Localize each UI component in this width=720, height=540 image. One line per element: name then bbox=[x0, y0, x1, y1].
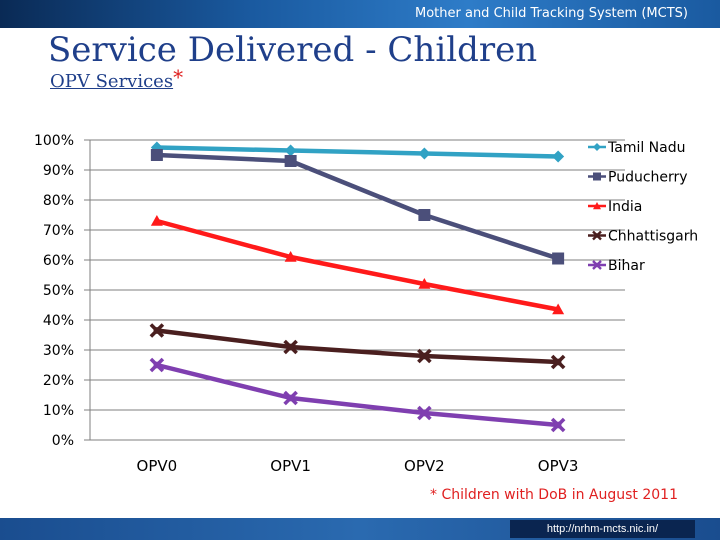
subtitle-footnote-mark: * bbox=[173, 65, 184, 89]
data-point bbox=[418, 209, 431, 221]
data-point bbox=[284, 251, 297, 262]
legend-label: Puducherry bbox=[608, 170, 688, 186]
marker-center bbox=[153, 361, 161, 369]
x-tick-label: OPV1 bbox=[270, 457, 311, 475]
legend-label: Tamil Nadu bbox=[607, 140, 686, 156]
opv-line-chart: 0% 10% 20% 30% 40% 50% 60% 70% 80% 90% 100% OPV0 OPV… bbox=[34, 133, 698, 475]
marker-center bbox=[594, 233, 600, 238]
data-point bbox=[284, 155, 297, 167]
y-tick-label: 40% bbox=[43, 313, 74, 329]
page-title: Service Delivered - Children bbox=[48, 30, 538, 70]
series-line bbox=[156, 145, 559, 159]
x-tick-label: OPV2 bbox=[404, 457, 445, 475]
x-tick-label: OPV3 bbox=[538, 457, 579, 475]
data-point bbox=[150, 149, 163, 161]
series-line bbox=[156, 328, 559, 365]
site-url[interactable]: http://nrhm-mcts.nic.in/ bbox=[510, 520, 695, 538]
y-tick-label: 30% bbox=[43, 343, 74, 359]
y-tick-label: 10% bbox=[43, 403, 74, 419]
legend-label: India bbox=[608, 199, 642, 215]
marker-center bbox=[287, 343, 294, 351]
y-tick-label: 60% bbox=[43, 253, 74, 269]
data-point bbox=[418, 147, 431, 160]
y-tick-label: 70% bbox=[43, 223, 74, 239]
series-line bbox=[156, 362, 559, 428]
marker-center bbox=[554, 358, 562, 366]
y-tick-label: 80% bbox=[43, 193, 74, 209]
chart-subtitle: OPV Services* bbox=[50, 65, 184, 92]
marker-center bbox=[421, 409, 428, 417]
y-tick-label: 90% bbox=[43, 163, 74, 179]
subtitle-text: OPV Services bbox=[50, 71, 174, 92]
data-point bbox=[284, 144, 297, 157]
legend-label: Chhattisgarh bbox=[608, 229, 698, 245]
data-point bbox=[552, 150, 565, 163]
system-name: Mother and Child Tracking System (MCTS) bbox=[415, 6, 688, 21]
marker-center bbox=[421, 352, 428, 360]
data-point bbox=[552, 252, 565, 265]
bottom-banner: http://nrhm-mcts.nic.in/ bbox=[0, 518, 720, 540]
legend-label: Bihar bbox=[608, 258, 645, 274]
data-point bbox=[150, 215, 163, 226]
y-tick-label: 20% bbox=[43, 373, 74, 389]
series-line bbox=[156, 152, 559, 261]
y-tick-label: 100% bbox=[34, 133, 74, 149]
marker-center bbox=[554, 421, 562, 429]
marker-center bbox=[594, 262, 600, 268]
marker-center bbox=[153, 327, 161, 334]
series-line bbox=[156, 218, 559, 312]
y-tick-label: 50% bbox=[43, 283, 74, 299]
y-tick-label: 0% bbox=[52, 433, 74, 449]
legend-marker bbox=[593, 172, 601, 181]
data-point bbox=[552, 303, 565, 315]
legend-marker bbox=[593, 202, 601, 210]
top-banner: Mother and Child Tracking System (MCTS) bbox=[0, 0, 720, 28]
data-point bbox=[418, 278, 431, 289]
footnote: * Children with DoB in August 2011 bbox=[430, 487, 678, 503]
legend-marker bbox=[593, 143, 601, 151]
marker-center bbox=[287, 394, 294, 402]
x-tick-label: OPV0 bbox=[137, 457, 178, 475]
